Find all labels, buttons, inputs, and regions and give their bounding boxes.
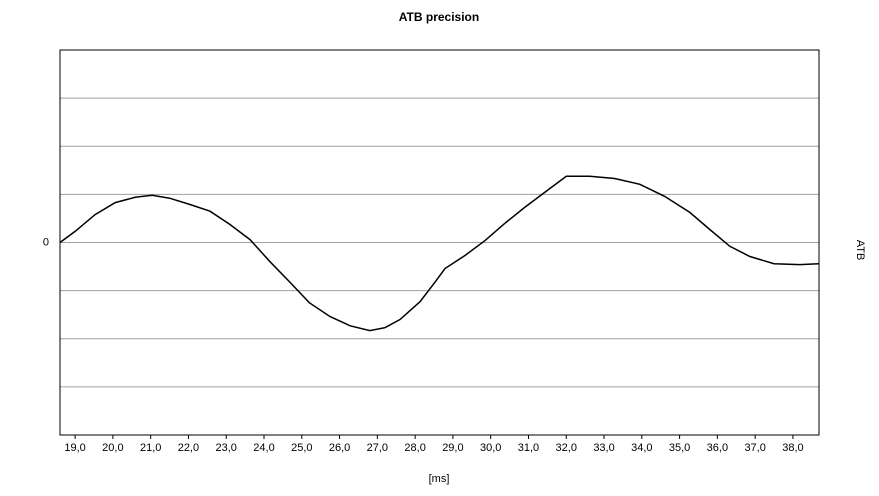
x-tick-label: 34,0: [631, 442, 652, 454]
y-tick-label: 0: [43, 236, 49, 248]
x-tick-label: 37,0: [744, 442, 765, 454]
x-tick-label: 27,0: [367, 442, 388, 454]
x-tick-label: 26,0: [329, 442, 350, 454]
x-tick-label: 32,0: [556, 442, 577, 454]
x-tick-label: 28,0: [404, 442, 425, 454]
x-tick-label: 38,0: [782, 442, 803, 454]
x-tick-label: 19,0: [64, 442, 85, 454]
x-tick-label: 21,0: [140, 442, 161, 454]
x-tick-label: 24,0: [253, 442, 274, 454]
line-series: [59, 175, 819, 332]
x-tick-label: 30,0: [480, 442, 501, 454]
x-tick-label: 23,0: [216, 442, 237, 454]
x-tick-label: 35,0: [669, 442, 690, 454]
x-tick-label: 25,0: [291, 442, 312, 454]
y-axis-label: ATB: [854, 240, 866, 261]
x-axis-label: [ms]: [429, 473, 450, 485]
chart-title: ATB precision: [399, 10, 479, 24]
x-tick-label: 22,0: [178, 442, 199, 454]
x-tick-label: 36,0: [707, 442, 728, 454]
x-tick-label: 31,0: [518, 442, 539, 454]
x-tick-label: 29,0: [442, 442, 463, 454]
x-tick-label: 20,0: [102, 442, 123, 454]
x-tick-label: 33,0: [593, 442, 614, 454]
